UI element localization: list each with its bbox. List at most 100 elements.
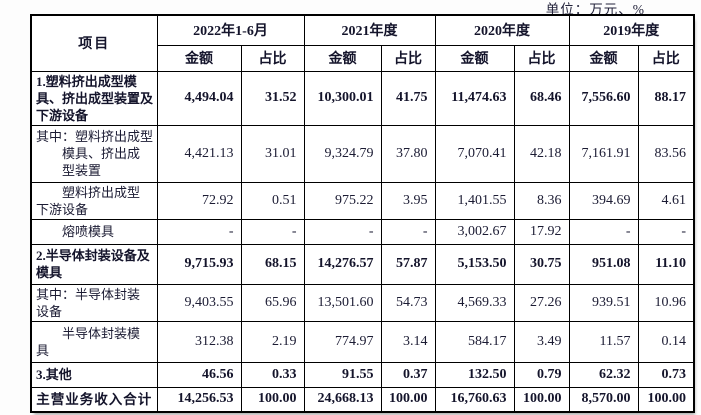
value-cell: 31.01 — [240, 124, 305, 183]
value-cell: 8,570.00 — [568, 386, 639, 413]
value-cell: 0.73 — [637, 361, 695, 388]
value-cell: 17.92 — [513, 218, 570, 245]
value-cell: 14,276.57 — [303, 243, 382, 285]
value-cell: - — [156, 218, 242, 245]
value-cell: 975.22 — [303, 181, 382, 220]
amount-header: 金额 — [434, 44, 515, 72]
value-cell: 774.97 — [303, 320, 382, 363]
row-label-cell: 1.塑料挤出成型模 具、挤出成型装置及 下游设备 — [30, 70, 158, 126]
value-cell: 27.26 — [513, 283, 570, 322]
ratio-header: 占比 — [380, 44, 436, 72]
value-cell: 7,070.41 — [434, 124, 515, 183]
value-cell: 951.08 — [568, 243, 639, 285]
value-cell: 3.14 — [380, 320, 436, 363]
value-cell: 88.17 — [637, 70, 695, 126]
row-label-cell: 2.半导体封装设备及 模具 — [30, 243, 158, 285]
value-cell: 62.32 — [568, 361, 639, 388]
value-cell: 91.55 — [303, 361, 382, 388]
value-cell: 3,002.67 — [434, 218, 515, 245]
value-cell: 11,474.63 — [434, 70, 515, 126]
table-row: 熔喷模具 - - - -3,002.67 17.92- - — [30, 218, 695, 245]
table-row: 主营业务收入合计 14,256.53 100.00 24,668.13 100.00 16… — [30, 386, 695, 413]
table-body: 1.塑料挤出成型模 具、挤出成型装置及 下游设备 4,494.04 31.52 10,… — [30, 70, 695, 413]
value-cell: 7,556.60 — [568, 70, 639, 126]
value-cell: 0.79 — [513, 361, 570, 388]
value-cell: - — [240, 218, 305, 245]
value-cell: 10,300.01 — [303, 70, 382, 126]
table-row: 2.半导体封装设备及 模具 9,715.93 68.15 14,276.57 57.87… — [30, 243, 695, 285]
value-cell: 0.37 — [380, 361, 436, 388]
table-row: 3.其他 46.56 0.33 91.55 0.37 132.50 0.79 62.32 0.7… — [30, 361, 695, 388]
row-label-cell: 主营业务收入合计 — [30, 386, 158, 413]
value-cell: 14,256.53 — [156, 386, 242, 413]
header-row-periods: 项目 2022年1-6月 2021年度 2020年度 2019年度 — [30, 14, 695, 72]
value-cell: 11.57 — [568, 320, 639, 363]
value-cell: 57.87 — [380, 243, 436, 285]
table-row: 其中：塑料挤出成型 模具、挤出成 型装置 4,421.13 31.01 9,324.7… — [30, 124, 695, 183]
value-cell: 68.15 — [240, 243, 305, 285]
value-cell: 10.96 — [637, 283, 695, 322]
value-cell: 3.49 — [513, 320, 570, 363]
value-cell: 100.00 — [637, 386, 695, 413]
ratio-header: 占比 — [513, 44, 570, 72]
value-cell: 65.96 — [240, 283, 305, 322]
value-cell: 100.00 — [380, 386, 436, 413]
unit-note: 单位：万元、% — [545, 2, 645, 17]
value-cell: 72.92 — [156, 181, 242, 220]
value-cell: 4,421.13 — [156, 124, 242, 183]
value-cell: 5,153.50 — [434, 243, 515, 285]
row-label-cell: 其中：半导体封装 设备 — [30, 283, 158, 322]
value-cell: 54.73 — [380, 283, 436, 322]
table-row: 半导体封装模 具 312.38 2.19 774.97 3.14 584.17 3.49 11… — [30, 320, 695, 363]
table-row: 塑料挤出成型 下游设备 72.92 0.51 975.22 3.95 1,401.55 8.… — [30, 181, 695, 220]
row-label-cell: 半导体封装模 具 — [30, 320, 158, 363]
value-cell: - — [637, 218, 695, 245]
value-cell: 41.75 — [380, 70, 436, 126]
ratio-header: 占比 — [240, 44, 305, 72]
period-header-2020: 2020年度 — [434, 14, 570, 46]
value-cell: 13,501.60 — [303, 283, 382, 322]
value-cell: 132.50 — [434, 361, 515, 388]
amount-header: 金额 — [156, 44, 242, 72]
value-cell: 9,324.79 — [303, 124, 382, 183]
value-cell: 31.52 — [240, 70, 305, 126]
value-cell: 0.14 — [637, 320, 695, 363]
value-cell: 100.00 — [513, 386, 570, 413]
value-cell: 4.61 — [637, 181, 695, 220]
value-cell: 2.19 — [240, 320, 305, 363]
value-cell: - — [568, 218, 639, 245]
amount-header: 金额 — [303, 44, 382, 72]
row-label-cell: 3.其他 — [30, 361, 158, 388]
value-cell: 11.10 — [637, 243, 695, 285]
value-cell: 68.46 — [513, 70, 570, 126]
value-cell: 4,569.33 — [434, 283, 515, 322]
value-cell: - — [380, 218, 436, 245]
value-cell: 9,403.55 — [156, 283, 242, 322]
value-cell: 9,715.93 — [156, 243, 242, 285]
value-cell: 1,401.55 — [434, 181, 515, 220]
value-cell: 100.00 — [240, 386, 305, 413]
period-header-2021: 2021年度 — [303, 14, 436, 46]
value-cell: 46.56 — [156, 361, 242, 388]
value-cell: 4,494.04 — [156, 70, 242, 126]
value-cell: 30.75 — [513, 243, 570, 285]
item-column-header: 项目 — [30, 14, 158, 72]
table-row: 1.塑料挤出成型模 具、挤出成型装置及 下游设备 4,494.04 31.52 10,… — [30, 70, 695, 126]
row-label-cell: 其中：塑料挤出成型 模具、挤出成 型装置 — [30, 124, 158, 183]
value-cell: 83.56 — [637, 124, 695, 183]
row-label-cell: 熔喷模具 — [30, 218, 158, 245]
value-cell: 8.36 — [513, 181, 570, 220]
revenue-breakdown-table: 项目 2022年1-6月 2021年度 2020年度 2019年度 金额 占比 … — [30, 14, 696, 413]
value-cell: 3.95 — [380, 181, 436, 220]
value-cell: 584.17 — [434, 320, 515, 363]
ratio-header: 占比 — [637, 44, 695, 72]
header-row-measures: 金额 占比 金额 占比 金额 占比 金额 占比 — [31, 44, 695, 72]
value-cell: 7,161.91 — [568, 124, 639, 183]
value-cell: 0.33 — [240, 361, 305, 388]
value-cell: 37.80 — [380, 124, 436, 183]
row-label-cell: 塑料挤出成型 下游设备 — [30, 181, 158, 220]
value-cell: 24,668.13 — [303, 386, 382, 413]
value-cell: 42.18 — [513, 124, 570, 183]
period-header-2022: 2022年1-6月 — [156, 14, 305, 46]
value-cell: 939.51 — [568, 283, 639, 322]
